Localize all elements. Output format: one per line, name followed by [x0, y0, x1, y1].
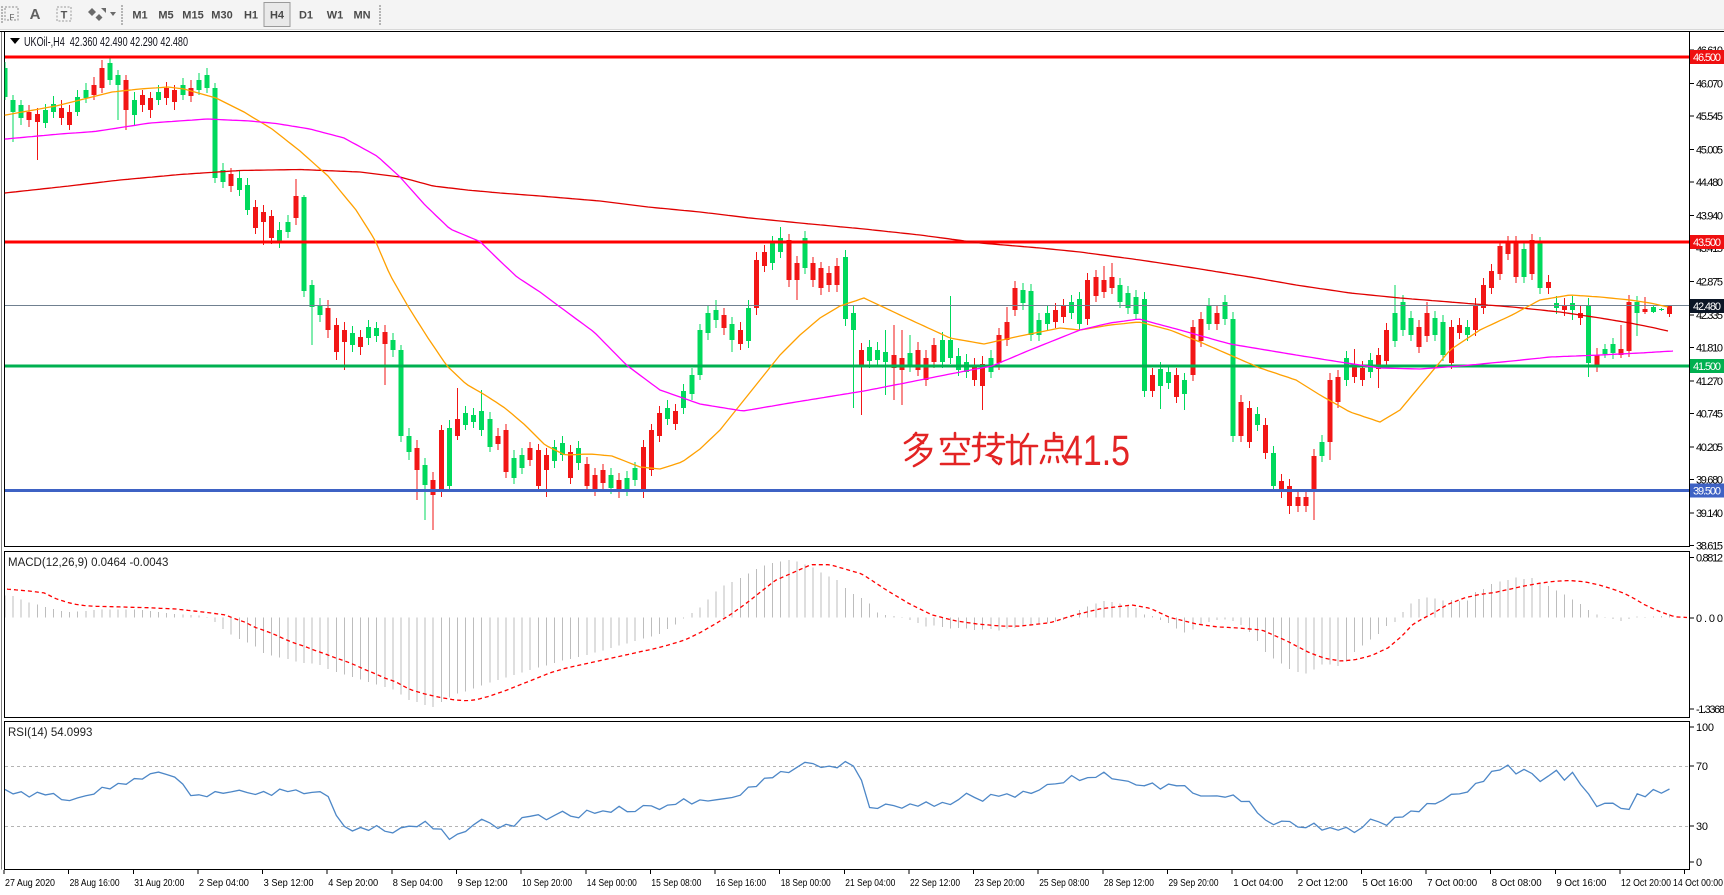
svg-text:A: A	[30, 6, 41, 23]
svg-text:8 Oct 08:00: 8 Oct 08:00	[1492, 877, 1542, 889]
svg-text:40.745: 40.745	[1696, 409, 1723, 421]
svg-text:41.5: 41.5	[1064, 427, 1130, 475]
svg-text:28 Sep 12:00: 28 Sep 12:00	[1104, 877, 1154, 889]
svg-text:42.875: 42.875	[1696, 277, 1723, 289]
svg-text:D1: D1	[299, 10, 313, 22]
svg-text:M5: M5	[158, 10, 173, 22]
svg-text:M30: M30	[211, 10, 232, 22]
svg-text:H4: H4	[270, 10, 285, 22]
svg-text:10 Sep 20:00: 10 Sep 20:00	[522, 877, 572, 889]
svg-text:H1: H1	[244, 10, 258, 22]
svg-text:39.140: 39.140	[1696, 508, 1723, 520]
svg-text:41.270: 41.270	[1696, 376, 1723, 388]
svg-text:31 Aug 20:00: 31 Aug 20:00	[134, 877, 184, 889]
svg-text:2 Sep 04:00: 2 Sep 04:00	[199, 877, 249, 889]
svg-text:41.810: 41.810	[1696, 343, 1723, 355]
svg-text:15 Sep 08:00: 15 Sep 08:00	[651, 877, 701, 889]
svg-text:14 Oct 00:00: 14 Oct 00:00	[1673, 877, 1723, 889]
svg-text:38.615: 38.615	[1696, 541, 1723, 553]
svg-text:MN: MN	[353, 10, 370, 22]
svg-text:28 Aug 16:00: 28 Aug 16:00	[70, 877, 120, 889]
svg-text:30: 30	[1696, 821, 1708, 833]
svg-text:M1: M1	[132, 10, 147, 22]
svg-text:43.940: 43.940	[1696, 211, 1723, 223]
svg-text:0.8812: 0.8812	[1696, 553, 1723, 565]
svg-text:W1: W1	[327, 10, 344, 22]
svg-text:45.545: 45.545	[1696, 111, 1723, 123]
svg-text:39.500: 39.500	[1693, 486, 1721, 498]
svg-text:RSI(14) 54.0993: RSI(14) 54.0993	[8, 727, 92, 739]
svg-text:F: F	[10, 13, 15, 22]
svg-text:45.005: 45.005	[1696, 144, 1723, 156]
svg-text:7 Oct 00:00: 7 Oct 00:00	[1427, 877, 1477, 889]
svg-text:46.500: 46.500	[1693, 52, 1721, 64]
svg-text:5 Oct 16:00: 5 Oct 16:00	[1362, 877, 1412, 889]
svg-text:M15: M15	[182, 10, 203, 22]
svg-text:23 Sep 20:00: 23 Sep 20:00	[975, 877, 1025, 889]
svg-text:MACD(12,26,9) 0.0464 -0.0043: MACD(12,26,9) 0.0464 -0.0043	[8, 557, 168, 569]
svg-text:25 Sep 08:00: 25 Sep 08:00	[1039, 877, 1089, 889]
svg-text:-1.3368: -1.3368	[1696, 704, 1724, 716]
svg-text:100: 100	[1696, 722, 1714, 734]
svg-text:4 Sep 20:00: 4 Sep 20:00	[328, 877, 378, 889]
svg-text:1 Oct 04:00: 1 Oct 04:00	[1233, 877, 1283, 889]
svg-text:18 Sep 00:00: 18 Sep 00:00	[781, 877, 831, 889]
svg-text:9 Sep 12:00: 9 Sep 12:00	[458, 877, 508, 889]
svg-text:2 Oct 12:00: 2 Oct 12:00	[1298, 877, 1348, 889]
svg-text:44.480: 44.480	[1696, 177, 1723, 189]
svg-text:12 Oct 20:00: 12 Oct 20:00	[1621, 877, 1671, 889]
svg-text:43.500: 43.500	[1693, 237, 1721, 249]
svg-text:41.500: 41.500	[1693, 361, 1721, 373]
svg-text:16 Sep 16:00: 16 Sep 16:00	[716, 877, 766, 889]
svg-text:21 Sep 04:00: 21 Sep 04:00	[845, 877, 895, 889]
svg-text:42.480: 42.480	[1693, 301, 1721, 313]
svg-text:29 Sep 20:00: 29 Sep 20:00	[1169, 877, 1219, 889]
svg-text:14 Sep 00:00: 14 Sep 00:00	[587, 877, 637, 889]
svg-text:0.00: 0.00	[1696, 613, 1723, 625]
svg-text:3 Sep 12:00: 3 Sep 12:00	[264, 877, 314, 889]
svg-text:27 Aug 2020: 27 Aug 2020	[5, 877, 55, 889]
svg-text:8 Sep 04:00: 8 Sep 04:00	[393, 877, 443, 889]
svg-text:22 Sep 12:00: 22 Sep 12:00	[910, 877, 960, 889]
svg-text:0: 0	[1696, 857, 1702, 869]
svg-text:46.070: 46.070	[1696, 78, 1723, 90]
svg-text:9 Oct 16:00: 9 Oct 16:00	[1556, 877, 1606, 889]
svg-text:T: T	[61, 10, 68, 22]
svg-text:UKOil-,H4 42.360 42.490 42.29: UKOil-,H4 42.360 42.490 42.290 42.480	[24, 35, 188, 49]
svg-text:40.205: 40.205	[1696, 442, 1723, 454]
svg-text:70: 70	[1696, 761, 1708, 773]
